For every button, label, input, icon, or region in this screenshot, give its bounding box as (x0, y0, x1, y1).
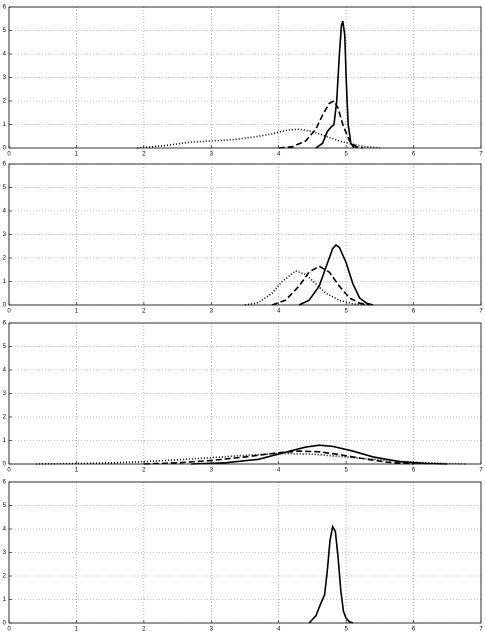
x-tick-label: 6 (412, 468, 416, 474)
series-line (308, 524, 354, 624)
x-tick-label: 4 (277, 309, 281, 315)
y-tick-label: 0 (3, 621, 7, 627)
y-tick-label: 2 (3, 574, 7, 580)
series-line (244, 270, 367, 306)
series-line (298, 244, 374, 306)
plot-frame (8, 322, 482, 465)
x-tick-label: 6 (412, 152, 416, 158)
x-tick-label: 5 (344, 468, 348, 474)
x-tick-label: 5 (344, 309, 348, 315)
y-tick-label: 1 (3, 122, 7, 128)
x-tick-label: 7 (479, 152, 483, 158)
y-tick-label: 6 (3, 5, 7, 11)
y-tick-label: 1 (3, 279, 7, 285)
x-tick-label: 2 (142, 309, 146, 315)
x-tick-label: 4 (277, 152, 281, 158)
x-tick-label: 2 (142, 627, 146, 633)
y-tick-label: 0 (3, 462, 7, 468)
series-line (315, 20, 355, 149)
y-tick-label: 5 (3, 503, 7, 509)
x-tick-label: 7 (479, 309, 483, 315)
y-tick-label: 0 (3, 303, 7, 309)
x-tick-label: 4 (277, 627, 281, 633)
plot-frame (8, 481, 482, 624)
y-tick-label: 2 (3, 256, 7, 262)
series-line (271, 265, 370, 306)
y-tick-label: 6 (3, 321, 7, 327)
x-tick-label: 2 (142, 152, 146, 158)
x-tick-label: 0 (7, 627, 11, 633)
y-tick-label: 2 (3, 99, 7, 105)
x-tick-label: 5 (344, 627, 348, 633)
y-tick-label: 1 (3, 597, 7, 603)
series-line (35, 452, 468, 465)
x-tick-label: 3 (210, 468, 214, 474)
x-tick-label: 2 (142, 468, 146, 474)
x-tick-label: 1 (75, 309, 79, 315)
x-tick-label: 3 (210, 152, 214, 158)
y-tick-label: 4 (3, 209, 7, 215)
x-tick-label: 0 (7, 152, 11, 158)
y-tick-label: 6 (3, 162, 7, 168)
x-tick-label: 0 (7, 468, 11, 474)
y-tick-label: 0 (3, 146, 7, 152)
y-tick-label: 4 (3, 527, 7, 533)
x-tick-label: 3 (210, 627, 214, 633)
y-tick-label: 2 (3, 415, 7, 421)
x-tick-label: 7 (479, 468, 483, 474)
plot-frame (8, 163, 482, 306)
x-tick-label: 6 (412, 309, 416, 315)
y-tick-label: 3 (3, 391, 7, 397)
y-tick-label: 3 (3, 75, 7, 81)
x-tick-label: 0 (7, 309, 11, 315)
x-tick-label: 6 (412, 627, 416, 633)
x-tick-label: 7 (479, 627, 483, 633)
y-tick-label: 5 (3, 185, 7, 191)
x-tick-label: 3 (210, 309, 214, 315)
y-tick-label: 3 (3, 550, 7, 556)
series-line (137, 128, 380, 149)
x-tick-label: 4 (277, 468, 281, 474)
plot-frame (8, 6, 482, 149)
x-tick-label: 1 (75, 468, 79, 474)
y-tick-label: 4 (3, 368, 7, 374)
y-tick-label: 4 (3, 52, 7, 58)
x-tick-label: 1 (75, 152, 79, 158)
x-tick-label: 1 (75, 627, 79, 633)
y-tick-label: 6 (3, 480, 7, 486)
y-tick-label: 5 (3, 28, 7, 34)
series-line (191, 444, 448, 465)
x-tick-label: 5 (344, 152, 348, 158)
series-line (278, 99, 364, 149)
y-tick-label: 3 (3, 232, 7, 238)
y-tick-label: 1 (3, 438, 7, 444)
y-tick-label: 5 (3, 344, 7, 350)
